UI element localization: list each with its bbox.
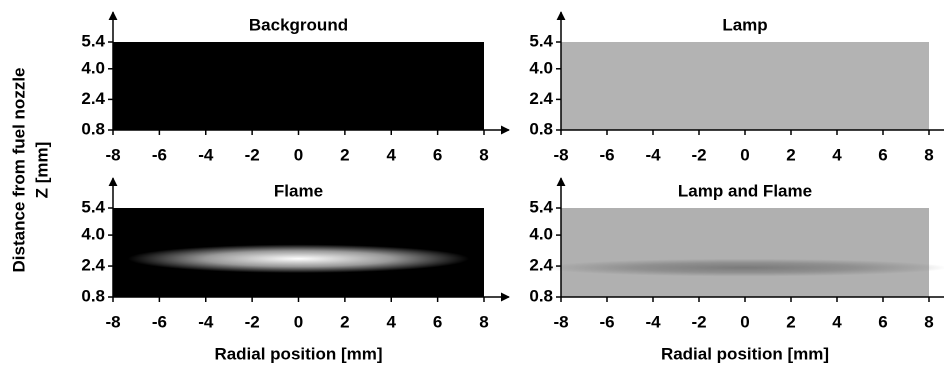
figure: -8 -6 -4 -2 0 2 4 6 8 0.8 2.4 4.0 5.4 Background Dista… xyxy=(0,0,944,367)
x-tick-label: -2 xyxy=(691,312,706,331)
x-axis-label: Radial position [mm] xyxy=(661,344,829,363)
x-tick-label: 4 xyxy=(387,312,397,331)
x-tick-label: 6 xyxy=(433,312,442,331)
x-tick-label: -2 xyxy=(245,312,260,331)
panel-title: Lamp xyxy=(722,15,767,34)
image-panel xyxy=(561,42,929,130)
x-tick-label: 8 xyxy=(924,312,933,331)
y-tick-label: 4.0 xyxy=(529,225,553,244)
y-tick-label: 4.0 xyxy=(81,225,105,244)
x-tick-label: 2 xyxy=(340,145,349,164)
y-tick-label: 5.4 xyxy=(81,31,105,50)
y-tick-label: 0.8 xyxy=(529,286,553,305)
y-tick-label: 4.0 xyxy=(529,58,553,77)
x-tick-label: 2 xyxy=(340,312,349,331)
y-axis-label: Z [mm] xyxy=(32,142,51,199)
x-tick-label: -6 xyxy=(152,312,167,331)
image-panel xyxy=(561,208,929,297)
y-tick-label: 0.8 xyxy=(529,119,553,138)
x-tick-label: -8 xyxy=(105,312,120,331)
x-tick-label: 6 xyxy=(878,145,887,164)
x-tick-label: -6 xyxy=(599,145,614,164)
x-tick-label: 0 xyxy=(294,312,303,331)
x-tick-label: -4 xyxy=(198,312,214,331)
y-tick-label: 4.0 xyxy=(81,58,105,77)
panel-title: Background xyxy=(249,15,348,34)
y-tick-label: 0.8 xyxy=(81,119,105,138)
x-tick-label: 8 xyxy=(479,312,488,331)
y-tick-label: 0.8 xyxy=(81,286,105,305)
image-panel xyxy=(113,42,484,130)
x-axis-label: Radial position [mm] xyxy=(214,344,382,363)
y-axis-label: Distance from fuel nozzle xyxy=(9,68,28,273)
x-tick-label: 6 xyxy=(878,312,887,331)
x-tick-label: 2 xyxy=(786,145,795,164)
x-tick-label: 4 xyxy=(832,145,842,164)
y-tick-label: 2.4 xyxy=(81,256,105,275)
x-tick-label: -4 xyxy=(198,145,214,164)
x-tick-label: -4 xyxy=(645,145,661,164)
x-tick-label: -8 xyxy=(553,312,568,331)
y-tick-label: 2.4 xyxy=(529,256,553,275)
x-tick-label: 8 xyxy=(479,145,488,164)
x-tick-label: -8 xyxy=(553,145,568,164)
emission-band xyxy=(128,244,469,272)
y-tick-label: 2.4 xyxy=(529,89,553,108)
y-tick-label: 5.4 xyxy=(529,31,553,50)
x-tick-label: 6 xyxy=(433,145,442,164)
x-tick-label: -6 xyxy=(152,145,167,164)
x-tick-label: -4 xyxy=(645,312,661,331)
x-tick-label: 0 xyxy=(740,145,749,164)
x-tick-label: -8 xyxy=(105,145,120,164)
x-tick-label: -2 xyxy=(691,145,706,164)
y-tick-label: 2.4 xyxy=(81,89,105,108)
panel-title: Flame xyxy=(274,181,323,200)
panel-title: Lamp and Flame xyxy=(678,181,812,200)
x-tick-label: -6 xyxy=(599,312,614,331)
x-tick-label: 0 xyxy=(294,145,303,164)
emission-band xyxy=(543,259,944,277)
y-tick-label: 5.4 xyxy=(81,197,105,216)
x-tick-label: 2 xyxy=(786,312,795,331)
x-tick-label: 8 xyxy=(924,145,933,164)
x-tick-label: 0 xyxy=(740,312,749,331)
x-tick-label: 4 xyxy=(387,145,397,164)
y-tick-label: 5.4 xyxy=(529,197,553,216)
x-tick-label: -2 xyxy=(245,145,260,164)
x-tick-label: 4 xyxy=(832,312,842,331)
